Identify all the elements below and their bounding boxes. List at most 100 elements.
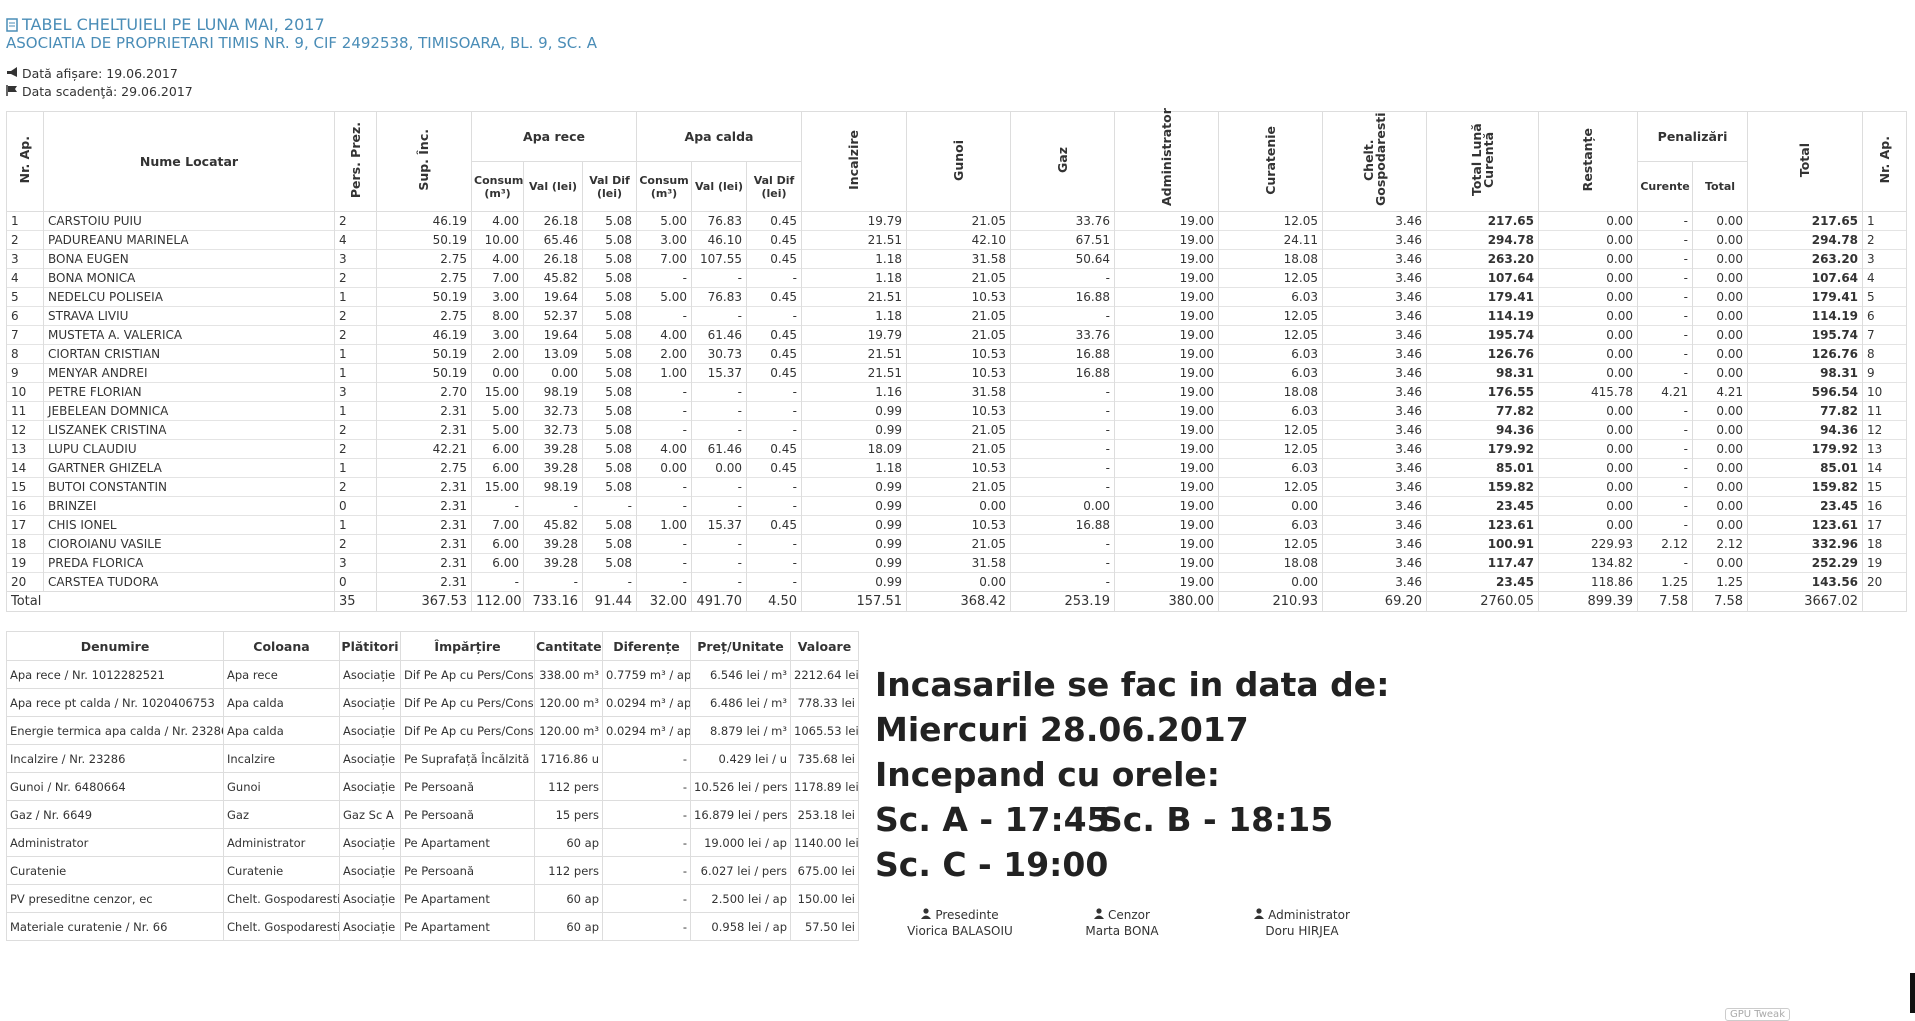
table-cell: 8.879 lei / m³	[690, 716, 791, 745]
table-cell: Pe Persoană	[400, 856, 535, 885]
table-cell: 2	[334, 211, 377, 231]
table-cell: 1	[334, 363, 377, 383]
table-cell: 2	[6, 230, 44, 250]
table-cell: 12.05	[1218, 534, 1324, 554]
table-cell: 1	[334, 458, 377, 478]
notice-line: Incepand cu orele:	[875, 755, 1220, 794]
table-cell: Asociație	[339, 772, 401, 801]
table-cell: 778.33 lei	[790, 688, 859, 717]
table-cell: 0.00	[906, 496, 1012, 516]
expenses-table: Nr. Ap. Nume Locatar Pers. Prez. Sup. Înc. A…	[6, 108, 1908, 612]
table-cell: 6	[1862, 306, 1908, 326]
table-cell: 21.05	[906, 439, 1012, 459]
column-header: Restanțe	[1538, 111, 1639, 212]
column-header-text: Total Lună Curentă	[1468, 123, 1496, 197]
table-cell: -	[1010, 382, 1116, 402]
table-cell: -	[636, 477, 693, 497]
notice-line: Miercuri 28.06.2017	[875, 710, 1249, 749]
table-cell: 0.00	[1538, 325, 1639, 345]
table-cell: 31.58	[906, 382, 1012, 402]
signature-role-text: Presedinte	[935, 908, 999, 922]
table-row: 5 NEDELCU POLISEIA 1 50.19 3.00 19.64 5.08 5.00…	[6, 287, 1908, 307]
table-cell: PREDA FLORICA	[43, 553, 335, 573]
signature-role-text: Cenzor	[1108, 908, 1150, 922]
table-row: Energie termica apa calda / Nr. 23286 Apa…	[6, 716, 859, 745]
table-cell: -	[636, 534, 693, 554]
table-cell: 150.00 lei	[790, 884, 859, 913]
table-cell: 3.00	[471, 325, 524, 345]
column-header-text: Nr. Ap.	[1876, 136, 1892, 184]
header-row: Denumire Coloana Plătitori Împărțire Cantita…	[6, 631, 859, 661]
table-cell: 12	[6, 420, 44, 440]
table-cell: 94.36	[1747, 420, 1864, 440]
table-cell: 2.31	[376, 572, 472, 592]
table-cell: BONA MONICA	[43, 268, 335, 288]
table-cell: 10.526 lei / pers	[690, 772, 791, 801]
table-cell: 4.00	[471, 211, 524, 231]
table-cell: 19	[6, 553, 44, 573]
table-cell: 2.75	[376, 249, 472, 269]
table-cell: 26.18	[523, 249, 583, 269]
table-cell: 9	[6, 363, 44, 383]
table-cell: 16.88	[1010, 344, 1116, 364]
table-cell: 19.00	[1114, 211, 1220, 231]
table-cell: Chelt. Gospodaresti	[223, 912, 340, 941]
table-cell: Pe Apartament	[400, 884, 535, 913]
table-cell: 7.00	[636, 249, 693, 269]
column-header: Administrator	[1114, 108, 1220, 212]
table-cell: 50.19	[376, 287, 472, 307]
table-cell: 0.0294 m³ / ap	[602, 688, 691, 717]
column-header: Total	[1747, 111, 1864, 212]
total-cell: 7.58	[1637, 591, 1694, 612]
table-cell: Gaz Sc A	[339, 800, 401, 829]
table-cell: 3.46	[1322, 363, 1428, 383]
sub-header: Val Dif (lei)	[746, 161, 803, 212]
table-cell: 19.00	[1114, 363, 1220, 383]
table-cell: 0.00	[1538, 249, 1639, 269]
table-cell: -	[1637, 458, 1694, 478]
table-cell: 3.00	[471, 287, 524, 307]
table-cell: 3	[6, 249, 44, 269]
table-cell: 19.00	[1114, 249, 1220, 269]
table-cell: Gunoi	[223, 772, 340, 801]
table-cell: 2212.64 lei	[790, 660, 859, 689]
signature-name: Doru HIRJEA	[1265, 924, 1339, 938]
table-cell: 10.00	[471, 230, 524, 250]
table-cell: 0.99	[801, 477, 908, 497]
table-cell: 19.00	[1114, 534, 1220, 554]
table-cell: 42.21	[376, 439, 472, 459]
column-header: Curatenie	[1218, 111, 1324, 212]
table-cell: -	[1637, 230, 1694, 250]
table-cell: 18	[1862, 534, 1908, 554]
table-cell: 0.00	[1538, 496, 1639, 516]
table-cell: 10.53	[906, 515, 1012, 535]
table-cell: 126.76	[1747, 344, 1864, 364]
table-cell: -	[636, 553, 693, 573]
table-cell: Dif Pe Ap cu Pers/Cons	[400, 716, 535, 745]
table-cell: 2.12	[1692, 534, 1749, 554]
total-cell: 91.44	[581, 591, 638, 612]
table-cell: 2.12	[1637, 534, 1694, 554]
table-cell: 0	[334, 572, 377, 592]
table-cell: 114.19	[1747, 306, 1864, 326]
table-cell: 1	[6, 211, 44, 231]
table-cell: 16.88	[1010, 287, 1116, 307]
table-cell: 98.31	[1747, 363, 1864, 383]
table-cell: 263.20	[1426, 249, 1540, 269]
table-cell: 85.01	[1747, 458, 1864, 478]
table-cell: 123.61	[1747, 515, 1864, 535]
table-cell: 179.41	[1747, 287, 1864, 307]
table-cell: -	[746, 553, 803, 573]
table-cell: 45.82	[523, 515, 583, 535]
table-row: 6 STRAVA LIVIU 2 2.75 8.00 52.37 5.08- - -1.18 21…	[6, 306, 1908, 326]
table-cell: 0.00	[1538, 401, 1639, 421]
table-cell: 7.00	[471, 515, 524, 535]
display-date-text: Dată afișare: 19.06.2017	[22, 66, 178, 81]
table-cell: 0.7759 m³ / ap	[602, 660, 691, 689]
table-cell: 1	[334, 401, 377, 421]
table-cell: 3.46	[1322, 477, 1428, 497]
table-cell: 16	[1862, 496, 1908, 516]
table-cell: Dif Pe Ap cu Pers/Cons	[400, 688, 535, 717]
table-cell: 263.20	[1747, 249, 1864, 269]
